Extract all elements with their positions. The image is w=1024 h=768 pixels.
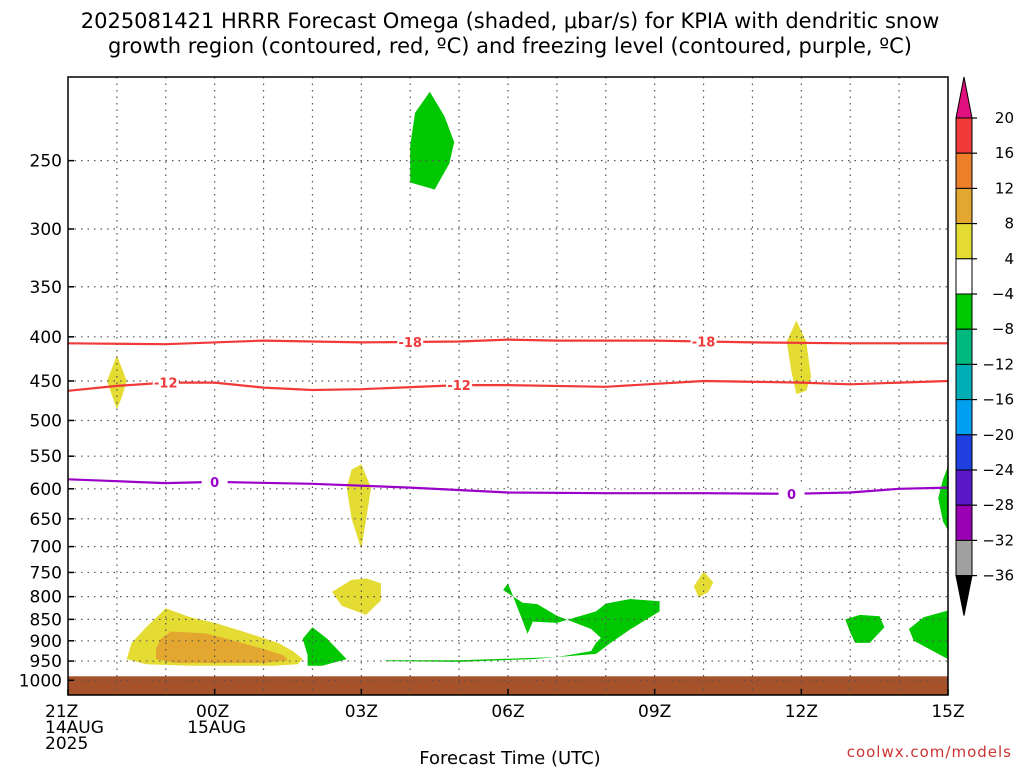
colorbar-tick-label-7: −8 xyxy=(992,320,1014,338)
colorbar-tick-label-3: 12 xyxy=(995,179,1014,197)
y-tick-label-650: 650 xyxy=(30,510,62,530)
colorbar-tick-label-11: −24 xyxy=(982,461,1014,479)
contour-label-bg xyxy=(690,333,717,350)
y-tick-label-450: 450 xyxy=(30,372,62,392)
y-tick-label-700: 700 xyxy=(30,538,62,558)
colorbar-tick-label-9: −16 xyxy=(982,391,1014,409)
colorbar-swatch-13 xyxy=(955,539,973,577)
chart-title-line-2: growth region (contoured, red, ºC) and f… xyxy=(108,34,912,58)
contour-label-2-1: -12 xyxy=(154,377,178,392)
colorbar-swatch-1 xyxy=(955,117,973,154)
x-tick-label-9-0: 06Z xyxy=(491,702,524,722)
contour-label-bg xyxy=(152,374,179,391)
colorbar-tick-label-8: −12 xyxy=(982,355,1014,373)
contour-label-3-2: 0 xyxy=(787,488,796,503)
omega-region-13 xyxy=(156,631,288,663)
colorbar-swatch-10 xyxy=(955,434,973,471)
colorbar-swatch-9 xyxy=(955,399,973,436)
y-axis-pressure: 2503003504004505005506006507007508008509… xyxy=(19,152,74,691)
y-tick-label-800: 800 xyxy=(30,588,62,608)
chart-title-line-1: 2025081421 HRRR Forecast Omega (shaded, … xyxy=(81,9,940,33)
omega-region-8 xyxy=(786,320,812,395)
colorbar-top-arrow xyxy=(955,76,973,119)
colorbar-tick-label-6: −4 xyxy=(992,285,1014,303)
colorbar-swatch-6 xyxy=(955,293,973,330)
contour-label-1-2: -18 xyxy=(692,335,716,350)
y-tick-label-350: 350 xyxy=(30,278,62,298)
credit-text: coolwx.com/models xyxy=(847,743,1012,761)
colorbar-swatch-11 xyxy=(955,469,973,506)
colorbar-swatch-4 xyxy=(955,223,973,260)
x-axis-label: Forecast Time (UTC) xyxy=(419,748,600,768)
contour-label-3-1: 0 xyxy=(210,476,219,491)
omega-region-3 xyxy=(385,583,660,662)
colorbar-tick-label-5: 4 xyxy=(1004,250,1014,268)
omega-colorbar: 20 16 12 8 4 −4 −8 −12 −16 −20 −24 −28 −32 −36 xyxy=(955,76,1014,616)
omega-region-9 xyxy=(346,464,372,550)
colorbar-swatch-8 xyxy=(955,363,973,401)
colorbar-tick-label-1: 20 xyxy=(995,109,1014,127)
x-tick-label-6-0: 03Z xyxy=(345,702,378,722)
omega-region-4 xyxy=(845,614,885,643)
y-tick-label-400: 400 xyxy=(30,328,62,348)
contour-line-1 xyxy=(67,338,948,346)
omega-shading-layer xyxy=(107,91,948,666)
contour-label-2-2: -12 xyxy=(447,379,471,394)
x-tick-label-0-1: 14AUG xyxy=(45,718,104,738)
x-tick-label-18-0: 15Z xyxy=(931,702,964,722)
colorbar-tick-label-2: 16 xyxy=(995,144,1014,162)
contour-label-bg xyxy=(446,377,473,394)
colorbar-swatch-7 xyxy=(955,328,973,365)
colorbar-tick-label-13: −32 xyxy=(982,531,1014,549)
ground-surface xyxy=(68,676,948,695)
y-tick-label-550: 550 xyxy=(30,447,62,467)
contour-line-3 xyxy=(67,478,949,495)
y-tick-label-950: 950 xyxy=(30,652,62,672)
y-tick-label-750: 750 xyxy=(30,563,62,583)
y-tick-label-1000: 1000 xyxy=(19,671,62,691)
colorbar-bottom-arrow xyxy=(955,575,973,616)
y-tick-label-900: 900 xyxy=(30,632,62,652)
colorbar-swatch-5 xyxy=(955,258,973,295)
colorbar-tick-label-12: −28 xyxy=(982,496,1014,514)
y-tick-label-250: 250 xyxy=(30,152,62,172)
y-tick-label-850: 850 xyxy=(30,610,62,630)
grid-lines xyxy=(68,77,948,695)
x-tick-label-15-0: 12Z xyxy=(785,702,818,722)
omega-region-10 xyxy=(332,578,381,615)
contour-label-bg xyxy=(778,485,805,502)
colorbar-swatch-12 xyxy=(955,504,973,541)
x-tick-label-3-0: 00Z xyxy=(196,702,229,722)
colorbar-swatch-3 xyxy=(955,187,973,225)
colorbar-tick-label-14: −36 xyxy=(982,567,1014,585)
x-tick-label-0-2: 2025 xyxy=(45,734,88,754)
colorbar-tick-label-4: 8 xyxy=(1004,215,1014,233)
omega-region-2 xyxy=(302,627,347,666)
y-tick-label-600: 600 xyxy=(30,480,62,500)
x-tick-label-3-1: 15AUG xyxy=(187,718,246,738)
y-tick-label-500: 500 xyxy=(30,411,62,431)
contour-label-1-1: -18 xyxy=(398,336,422,351)
omega-region-6 xyxy=(938,466,948,531)
y-tick-label-300: 300 xyxy=(30,220,62,240)
contour-label-bg xyxy=(201,473,228,490)
contour-label-bg xyxy=(397,333,424,350)
x-tick-label-0-0: 21Z xyxy=(45,702,78,722)
omega-region-7 xyxy=(107,355,127,410)
contour-lines: -18 -18 -12 -12 0 0 xyxy=(67,333,949,503)
colorbar-swatch-2 xyxy=(955,152,973,189)
x-tick-label-12-0: 09Z xyxy=(638,702,671,722)
colorbar-tick-label-10: −20 xyxy=(982,426,1014,444)
omega-region-5 xyxy=(908,610,948,660)
omega-region-1 xyxy=(410,91,455,190)
